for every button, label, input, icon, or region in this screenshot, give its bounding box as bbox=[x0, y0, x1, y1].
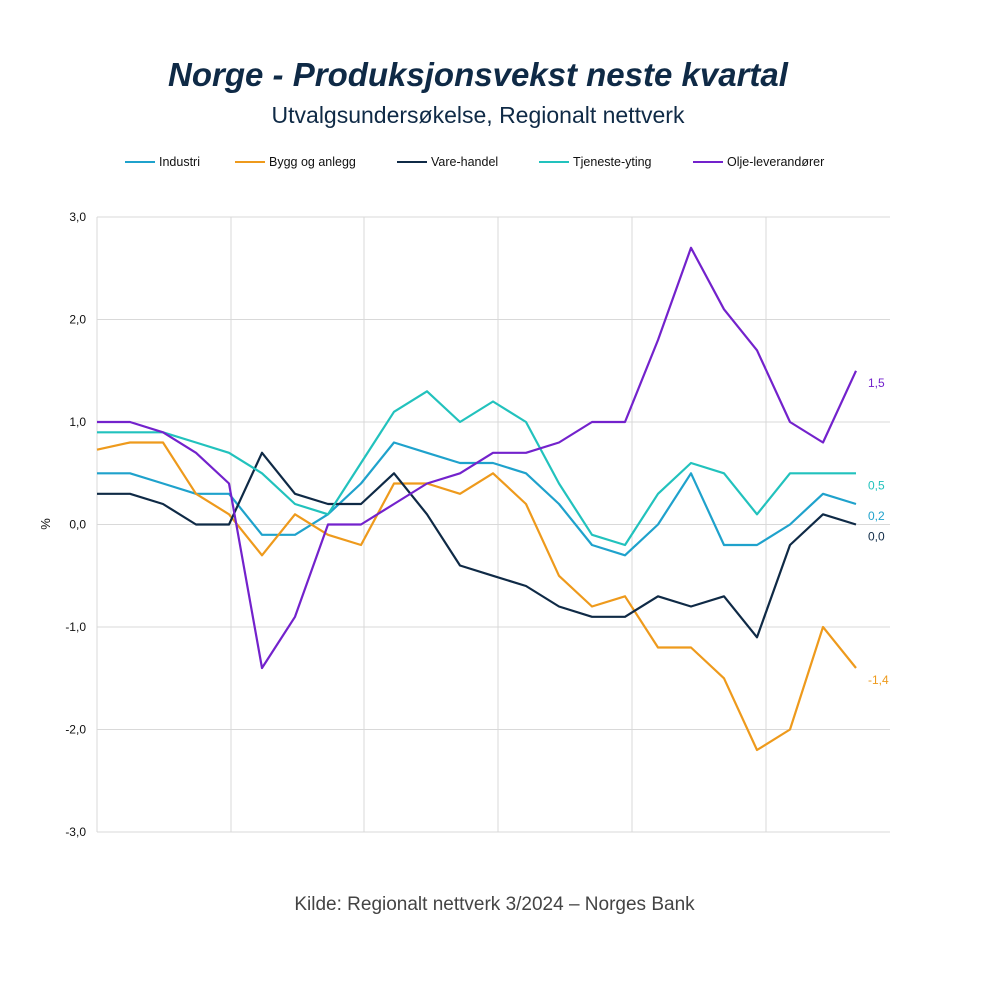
series-line-2 bbox=[97, 451, 857, 639]
legend-item-industri: Industri bbox=[125, 155, 200, 169]
y-tick-label: 2,0 bbox=[69, 313, 86, 327]
end-label-0: 0,2 bbox=[868, 509, 885, 523]
y-tick-label: -3,0 bbox=[65, 825, 86, 839]
chart-title: Norge - Produksjonsvekst neste kvartal bbox=[168, 56, 788, 93]
end-label-4: 1,5 bbox=[868, 376, 885, 390]
end-labels: 0,2 -1,4 0,0 0,5 1,5 bbox=[868, 376, 889, 687]
legend-swatch-bygg bbox=[235, 161, 265, 163]
end-label-3: 0,5 bbox=[868, 478, 885, 492]
y-tick-label: -1,0 bbox=[65, 620, 86, 634]
legend-label-varehandel: Vare-handel bbox=[431, 155, 499, 169]
y-tick-label: 1,0 bbox=[69, 415, 86, 429]
legend-label-oljeleverandorer: Olje-leverandører bbox=[727, 155, 825, 169]
y-axis-label: % bbox=[38, 518, 53, 530]
chart-subtitle: Utvalgsundersøkelse, Regionalt nettverk bbox=[271, 102, 685, 128]
legend-swatch-tjenesteyting bbox=[539, 161, 569, 163]
legend-swatch-varehandel bbox=[397, 161, 427, 163]
legend-label-industri: Industri bbox=[159, 155, 200, 169]
y-axis-tick-labels: 3,0 2,0 1,0 0,0 -1,0 -2,0 -3,0 bbox=[65, 210, 86, 839]
grid bbox=[96, 216, 890, 833]
legend-swatch-industri bbox=[125, 161, 155, 163]
end-label-2: 0,0 bbox=[868, 530, 885, 544]
y-tick-label: 3,0 bbox=[69, 210, 86, 224]
legend-item-oljeleverandorer: Olje-leverandører bbox=[693, 155, 824, 169]
end-label-1: -1,4 bbox=[868, 673, 889, 687]
series-line-0 bbox=[97, 441, 857, 557]
y-tick-label: 0,0 bbox=[69, 518, 86, 532]
series-lines bbox=[96, 246, 857, 752]
source-note: Kilde: Regionalt nettverk 3/2024 – Norge… bbox=[294, 894, 695, 915]
legend-label-bygg: Bygg og anlegg bbox=[269, 155, 356, 169]
legend-swatch-oljeleverandorer bbox=[693, 161, 723, 163]
series-line-3 bbox=[97, 390, 856, 547]
legend-item-varehandel: Vare-handel bbox=[397, 155, 498, 169]
series-line-1 bbox=[96, 441, 857, 752]
legend-item-bygg: Bygg og anlegg bbox=[235, 155, 356, 169]
legend-item-tjenesteyting: Tjeneste-yting bbox=[539, 155, 652, 169]
y-tick-label: -2,0 bbox=[65, 723, 86, 737]
legend-label-tjenesteyting: Tjeneste-yting bbox=[573, 155, 652, 169]
series-line-4 bbox=[97, 246, 857, 670]
